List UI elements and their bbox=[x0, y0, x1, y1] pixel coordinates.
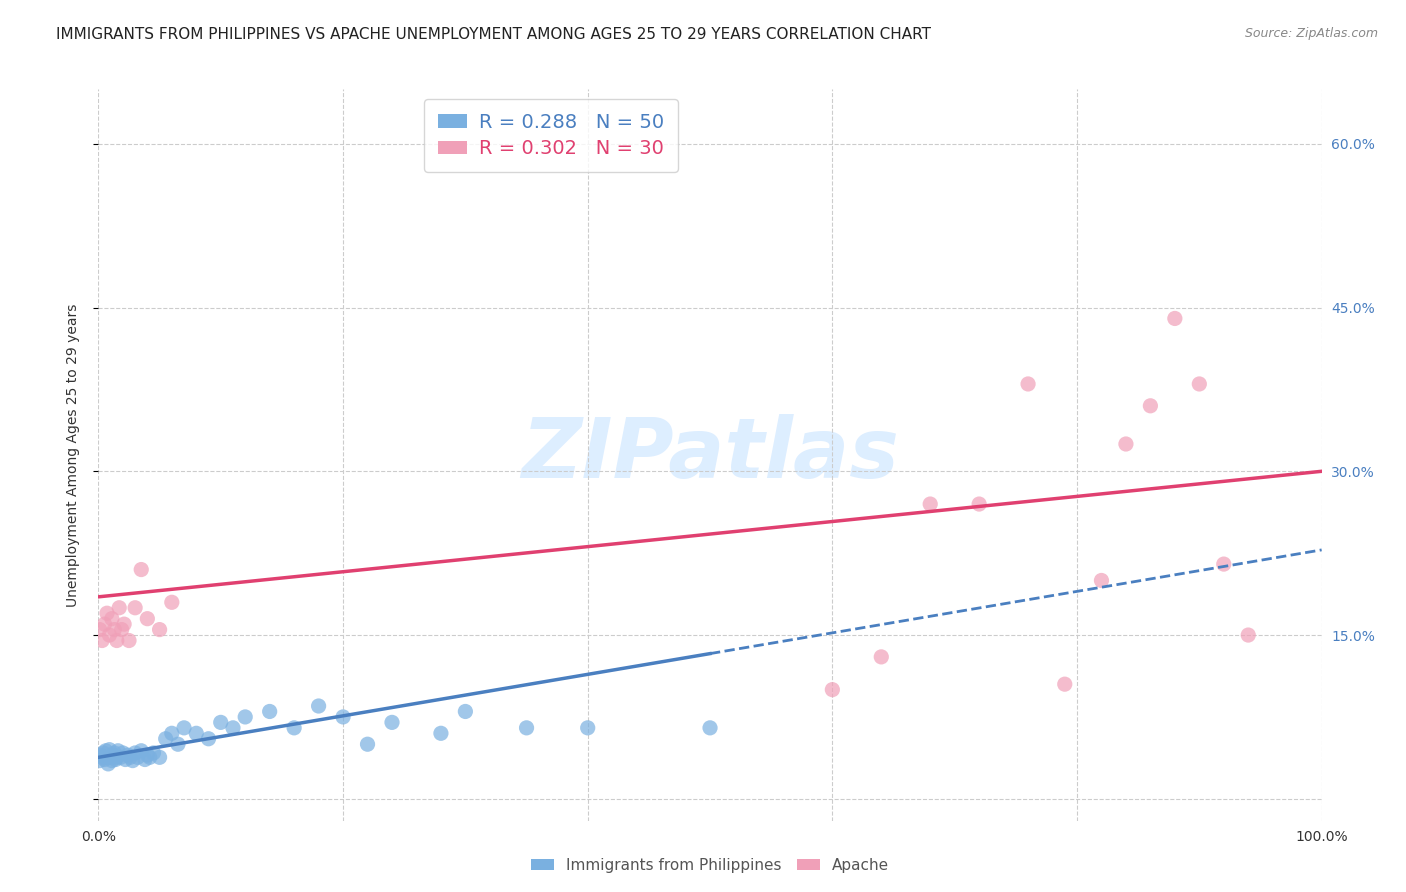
Point bbox=[108, 600, 131, 615]
Point bbox=[93, 752, 115, 766]
Point bbox=[98, 628, 121, 642]
Text: ZIPatlas: ZIPatlas bbox=[522, 415, 898, 495]
Point bbox=[430, 726, 453, 740]
Point bbox=[381, 715, 404, 730]
Point bbox=[1090, 574, 1112, 588]
Point bbox=[233, 710, 256, 724]
Point bbox=[160, 595, 183, 609]
Point bbox=[149, 623, 172, 637]
Point bbox=[308, 698, 330, 713]
Point bbox=[111, 746, 134, 760]
Point bbox=[101, 754, 124, 768]
Point bbox=[515, 721, 537, 735]
Point bbox=[121, 754, 143, 768]
Point bbox=[120, 750, 142, 764]
Point bbox=[104, 752, 127, 766]
Point bbox=[96, 606, 118, 620]
Point bbox=[576, 721, 599, 735]
Point bbox=[209, 715, 232, 730]
Point bbox=[103, 746, 125, 760]
Point bbox=[454, 705, 477, 719]
Text: IMMIGRANTS FROM PHILIPPINES VS APACHE UNEMPLOYMENT AMONG AGES 25 TO 29 YEARS COR: IMMIGRANTS FROM PHILIPPINES VS APACHE UN… bbox=[56, 27, 931, 42]
Point bbox=[1053, 677, 1076, 691]
Point bbox=[93, 617, 115, 632]
Point bbox=[1139, 399, 1161, 413]
Point bbox=[142, 746, 165, 760]
Point bbox=[97, 756, 120, 771]
Point bbox=[101, 748, 124, 763]
Point bbox=[134, 752, 156, 766]
Point bbox=[283, 721, 305, 735]
Point bbox=[96, 750, 118, 764]
Point bbox=[1115, 437, 1137, 451]
Point bbox=[332, 710, 354, 724]
Point bbox=[91, 746, 114, 760]
Point bbox=[105, 633, 128, 648]
Point bbox=[89, 754, 111, 768]
Point bbox=[160, 726, 183, 740]
Point bbox=[1017, 376, 1039, 391]
Point bbox=[91, 750, 114, 764]
Point bbox=[1237, 628, 1260, 642]
Point bbox=[124, 600, 146, 615]
Point bbox=[90, 748, 112, 763]
Point bbox=[821, 682, 844, 697]
Point bbox=[107, 744, 129, 758]
Point bbox=[920, 497, 942, 511]
Y-axis label: Unemployment Among Ages 25 to 29 years: Unemployment Among Ages 25 to 29 years bbox=[66, 303, 80, 607]
Point bbox=[149, 750, 172, 764]
Point bbox=[356, 737, 378, 751]
Point bbox=[105, 750, 128, 764]
Point bbox=[112, 617, 135, 632]
Point bbox=[98, 742, 121, 756]
Point bbox=[197, 731, 219, 746]
Point bbox=[167, 737, 190, 751]
Point bbox=[155, 731, 177, 746]
Point bbox=[186, 726, 208, 740]
Point bbox=[94, 744, 117, 758]
Point bbox=[118, 633, 141, 648]
Point bbox=[1164, 311, 1187, 326]
Point bbox=[117, 748, 139, 763]
Point bbox=[111, 623, 134, 637]
Point bbox=[103, 623, 125, 637]
Point bbox=[870, 649, 893, 664]
Point bbox=[89, 623, 111, 637]
Point bbox=[1188, 376, 1211, 391]
Point bbox=[173, 721, 195, 735]
Point bbox=[91, 633, 114, 648]
Point bbox=[129, 563, 152, 577]
Point bbox=[1212, 557, 1234, 571]
Point bbox=[110, 750, 132, 764]
Point bbox=[136, 748, 159, 763]
Point bbox=[124, 746, 146, 760]
Point bbox=[114, 752, 136, 766]
Point bbox=[136, 612, 159, 626]
Legend: Immigrants from Philippines, Apache: Immigrants from Philippines, Apache bbox=[524, 852, 896, 879]
Point bbox=[101, 612, 124, 626]
Point bbox=[259, 705, 281, 719]
Point bbox=[699, 721, 721, 735]
Point bbox=[222, 721, 245, 735]
Point bbox=[100, 750, 122, 764]
Text: Source: ZipAtlas.com: Source: ZipAtlas.com bbox=[1244, 27, 1378, 40]
Point bbox=[127, 750, 149, 764]
Point bbox=[967, 497, 990, 511]
Point bbox=[139, 750, 162, 764]
Point bbox=[129, 744, 152, 758]
